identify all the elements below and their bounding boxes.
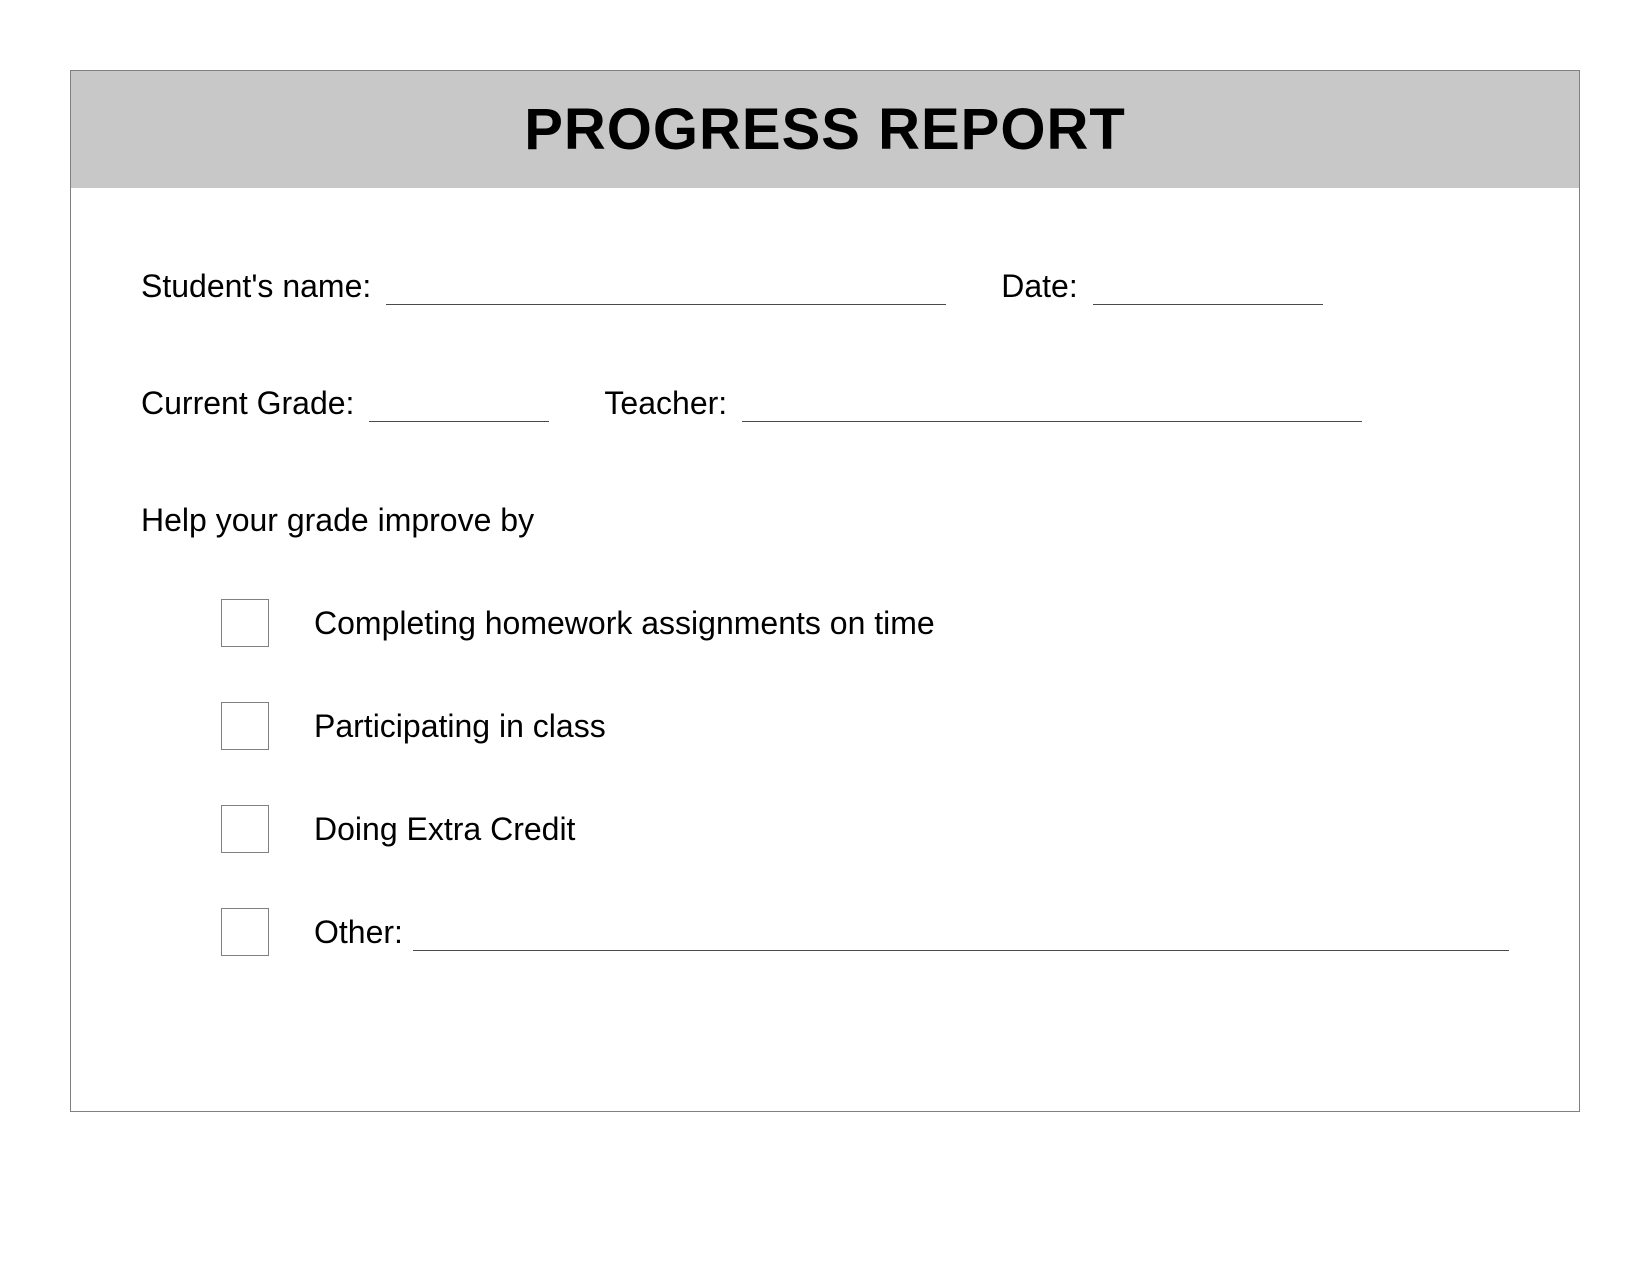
checklist-label-homework: Completing homework assignments on time (314, 605, 935, 642)
date-label: Date: (1001, 268, 1077, 305)
section-title: Help your grade improve by (141, 502, 1509, 539)
date-input[interactable] (1093, 273, 1323, 305)
progress-report-form: PROGRESS REPORT Student's name: Date: Cu… (70, 70, 1580, 1112)
current-grade-label: Current Grade: (141, 385, 354, 422)
teacher-label: Teacher: (604, 385, 727, 422)
other-input[interactable] (413, 919, 1509, 951)
checklist-label-other: Other: (314, 914, 403, 951)
checkbox-participating[interactable] (221, 702, 269, 750)
checkbox-extra-credit[interactable] (221, 805, 269, 853)
teacher-input[interactable] (742, 390, 1362, 422)
checklist-item-participating: Participating in class (221, 702, 1509, 750)
checklist-item-other: Other: (221, 908, 1509, 956)
form-content: Student's name: Date: Current Grade: Tea… (71, 188, 1579, 1111)
student-name-label: Student's name: (141, 268, 371, 305)
row-grade-teacher: Current Grade: Teacher: (141, 385, 1509, 422)
checklist-item-homework: Completing homework assignments on time (221, 599, 1509, 647)
form-header: PROGRESS REPORT (71, 71, 1579, 188)
row-student-date: Student's name: Date: (141, 268, 1509, 305)
checkbox-homework[interactable] (221, 599, 269, 647)
checkbox-other[interactable] (221, 908, 269, 956)
form-title: PROGRESS REPORT (71, 96, 1579, 163)
checklist-label-extra-credit: Doing Extra Credit (314, 811, 575, 848)
student-name-input[interactable] (386, 273, 946, 305)
checklist-label-participating: Participating in class (314, 708, 606, 745)
current-grade-input[interactable] (369, 390, 549, 422)
checklist-item-extra-credit: Doing Extra Credit (221, 805, 1509, 853)
